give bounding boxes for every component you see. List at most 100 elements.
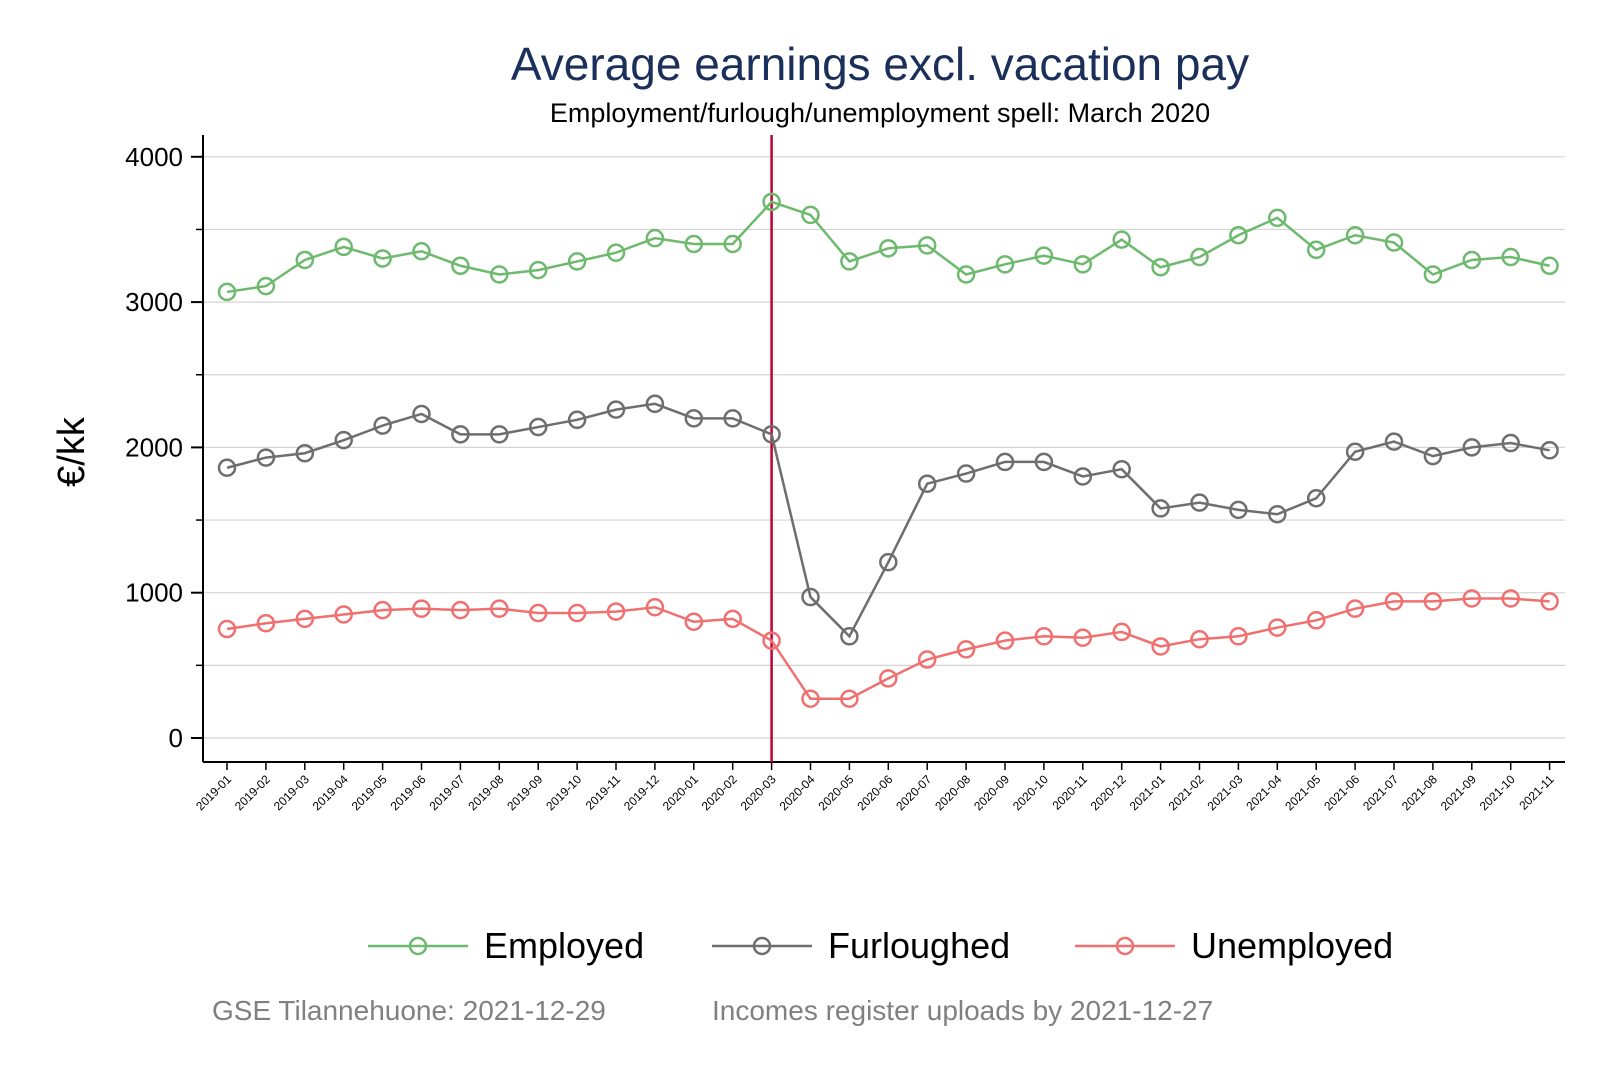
x-tick-label: 2019-12 (621, 772, 662, 813)
data-point-furloughed (917, 474, 937, 493)
series-unemployed (217, 589, 1559, 709)
legend-label: Furloughed (828, 925, 1010, 966)
data-point-furloughed (723, 409, 742, 428)
data-point-employed (1229, 226, 1248, 245)
series-group (217, 192, 1559, 709)
data-point-furloughed (762, 425, 781, 444)
data-point-unemployed (606, 602, 626, 621)
legend: Employed Furloughed Unemployed (368, 925, 1393, 966)
data-point-furloughed (1384, 432, 1404, 451)
data-point-employed (645, 228, 665, 248)
data-point-furloughed (645, 394, 665, 414)
data-point-employed (1423, 265, 1443, 284)
data-point-unemployed (1151, 637, 1170, 656)
data-point-furloughed (1423, 446, 1443, 466)
chart-title: Average earnings excl. vacation pay (511, 38, 1249, 90)
data-point-employed (1112, 230, 1131, 249)
x-tick-label: 2020-02 (699, 772, 740, 813)
data-point-unemployed (1384, 592, 1404, 611)
data-point-furloughed (256, 448, 276, 467)
data-point-employed (840, 252, 859, 271)
x-tick-label: 2019-10 (543, 772, 584, 813)
data-point-unemployed (840, 689, 859, 709)
x-tick-label: 2020-11 (1050, 772, 1091, 813)
data-point-unemployed (879, 669, 898, 688)
x-tick-label: 2020-10 (1010, 772, 1051, 813)
data-point-unemployed (567, 603, 587, 623)
data-point-employed (956, 265, 976, 284)
x-tick-label: 2021-04 (1243, 772, 1284, 813)
data-point-unemployed (256, 613, 276, 633)
data-point-unemployed (956, 640, 976, 659)
data-point-employed (451, 256, 470, 276)
x-tick-label: 2021-10 (1477, 772, 1518, 813)
legend-item-employed: Employed (368, 925, 644, 966)
x-tick-label: 2021-03 (1204, 772, 1245, 813)
data-point-employed (917, 236, 937, 255)
data-point-employed (217, 282, 237, 302)
data-point-furloughed (606, 400, 626, 419)
x-tick-label: 2019-09 (504, 772, 545, 813)
series-furloughed (217, 394, 1559, 646)
data-point-unemployed (995, 631, 1015, 650)
data-point-furloughed (1034, 452, 1054, 472)
legend-marker (408, 936, 428, 956)
data-point-employed (801, 205, 820, 225)
data-point-furloughed (1306, 489, 1326, 508)
data-point-unemployed (451, 600, 470, 620)
data-point-unemployed (1540, 592, 1559, 611)
x-tick-label: 2021-08 (1399, 772, 1440, 813)
data-point-employed (1345, 226, 1365, 245)
data-point-employed (1151, 257, 1170, 277)
data-point-furloughed (1345, 442, 1365, 462)
data-point-furloughed (412, 404, 431, 424)
gridlines (203, 156, 1565, 739)
data-point-unemployed (1034, 627, 1054, 646)
data-point-unemployed (1112, 622, 1131, 642)
data-point-furloughed (1190, 493, 1209, 512)
data-point-furloughed (879, 552, 898, 572)
data-point-employed (1190, 247, 1209, 267)
y-tick-label: 1000 (125, 578, 183, 608)
data-point-furloughed (995, 452, 1015, 472)
x-tick-label: 2020-12 (1088, 772, 1129, 813)
data-point-furloughed (1268, 504, 1287, 524)
data-point-employed (1268, 208, 1287, 228)
data-point-furloughed (1229, 500, 1248, 520)
data-point-furloughed (567, 410, 587, 430)
data-point-unemployed (684, 612, 704, 632)
x-tick-label: 2019-02 (232, 772, 273, 813)
data-point-unemployed (412, 599, 431, 618)
x-tick-label: 2021-11 (1516, 772, 1557, 813)
x-tick-label: 2019-07 (426, 772, 467, 813)
data-point-unemployed (723, 609, 742, 629)
footnote-uploads: Incomes register uploads by 2021-12-27 (712, 995, 1213, 1026)
data-point-furloughed (1540, 441, 1559, 460)
y-tick-label: 3000 (125, 287, 183, 317)
data-point-unemployed (1345, 599, 1365, 618)
y-axis-label: €/kk (51, 416, 93, 487)
data-point-unemployed (1268, 618, 1287, 637)
x-tick-label: 2021-05 (1282, 772, 1323, 813)
x-tick-label: 2020-03 (738, 772, 779, 813)
data-point-employed (995, 255, 1015, 274)
x-tick-label: 2019-08 (465, 772, 506, 813)
data-point-unemployed (801, 689, 820, 709)
data-point-employed (879, 239, 898, 258)
x-tick-label: 2020-04 (777, 772, 818, 813)
data-point-furloughed (956, 464, 976, 483)
legend-label: Employed (484, 925, 644, 966)
data-point-unemployed (373, 600, 392, 620)
x-tick-label: 2019-04 (310, 772, 351, 813)
x-tick-label: 2020-08 (932, 772, 973, 813)
data-point-employed (684, 234, 704, 254)
data-point-employed (528, 260, 548, 280)
data-point-employed (295, 250, 315, 270)
x-tick-label: 2021-06 (1321, 772, 1362, 813)
data-point-unemployed (762, 631, 781, 650)
x-tick-label: 2021-02 (1166, 772, 1207, 813)
data-point-unemployed (1229, 627, 1248, 646)
x-tick-label: 2019-06 (388, 772, 429, 813)
data-point-employed (490, 265, 509, 284)
